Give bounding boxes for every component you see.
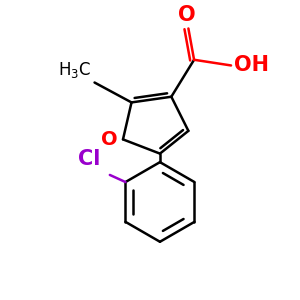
- Text: OH: OH: [234, 56, 269, 76]
- Text: O: O: [101, 130, 118, 149]
- Text: H$_3$C: H$_3$C: [58, 60, 92, 80]
- Text: O: O: [178, 5, 196, 25]
- Text: Cl: Cl: [77, 149, 100, 169]
